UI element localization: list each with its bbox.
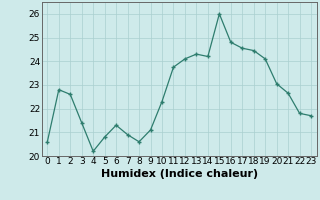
X-axis label: Humidex (Indice chaleur): Humidex (Indice chaleur) xyxy=(100,169,258,179)
